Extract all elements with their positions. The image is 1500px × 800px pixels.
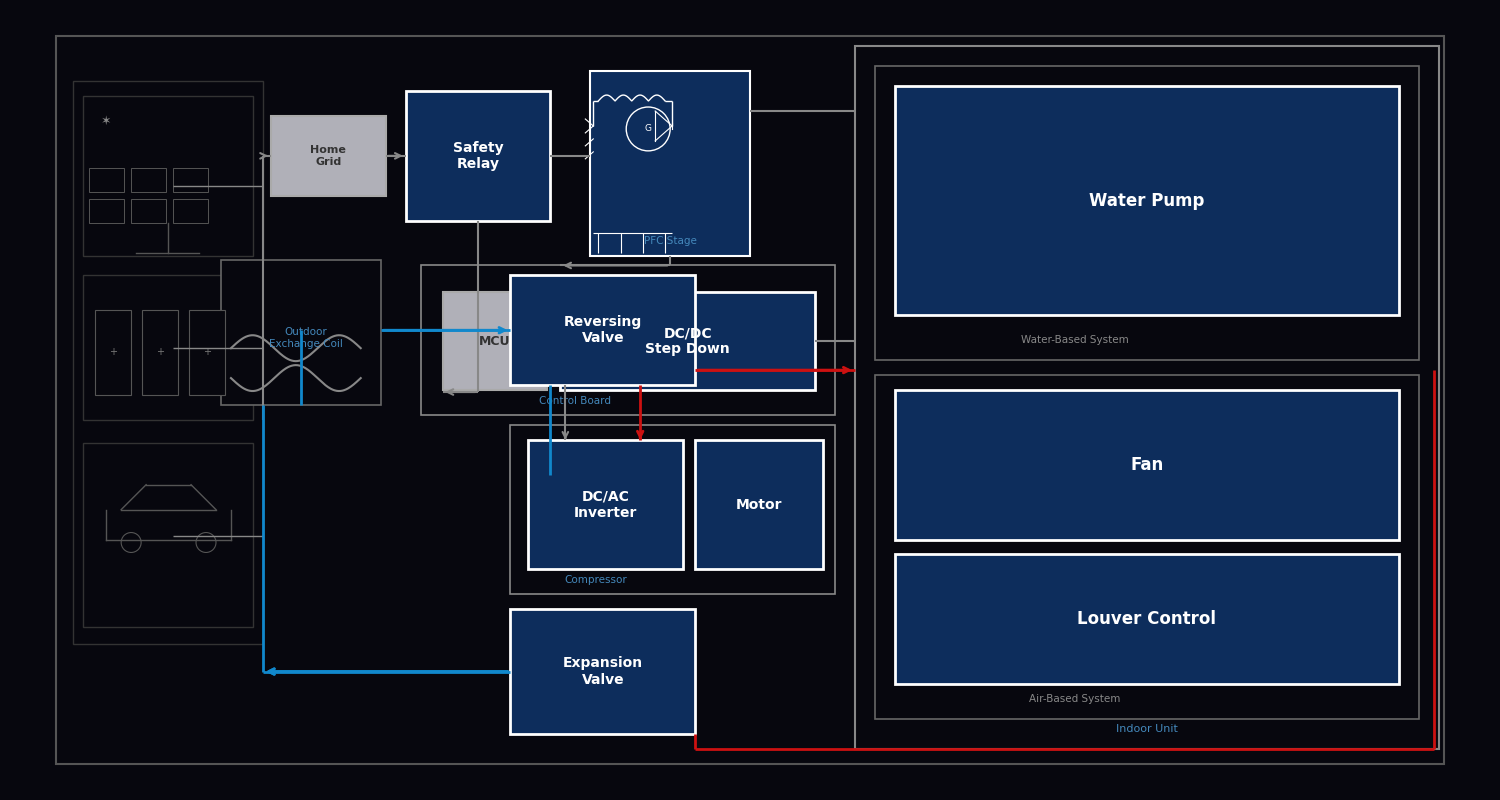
Bar <box>88 168 125 192</box>
Bar <box>405 91 550 221</box>
Bar <box>189 310 225 395</box>
Bar <box>172 168 208 192</box>
Bar <box>172 198 208 222</box>
Text: Safety
Relay: Safety Relay <box>453 141 504 171</box>
Text: +: + <box>202 347 211 357</box>
Bar <box>88 198 125 222</box>
Text: Motor: Motor <box>735 498 782 512</box>
Text: Louver Control: Louver Control <box>1077 610 1216 628</box>
Text: Air-Based System: Air-Based System <box>1029 694 1120 704</box>
Bar <box>561 292 814 390</box>
Bar <box>694 440 824 570</box>
Bar <box>591 71 750 255</box>
Bar <box>420 266 836 415</box>
Bar <box>130 198 166 222</box>
Text: G: G <box>645 125 651 134</box>
Text: Water-Based System: Water-Based System <box>1020 335 1128 346</box>
Bar <box>130 168 166 192</box>
Text: Control Board: Control Board <box>540 396 612 406</box>
Bar <box>82 96 254 255</box>
Bar <box>894 554 1400 684</box>
Bar <box>442 292 548 390</box>
Bar <box>510 275 694 385</box>
Bar <box>894 390 1400 539</box>
Bar <box>94 310 130 395</box>
Bar <box>510 610 694 734</box>
Text: Water Pump: Water Pump <box>1089 192 1204 210</box>
Text: +: + <box>156 347 164 357</box>
Bar <box>894 86 1400 315</box>
Bar <box>82 443 254 627</box>
Text: Outdoor
Exchange Coil: Outdoor Exchange Coil <box>268 327 344 349</box>
Text: MCU: MCU <box>478 334 510 348</box>
Bar <box>74 81 262 644</box>
Bar <box>855 46 1438 749</box>
Text: DC/AC
Inverter: DC/AC Inverter <box>574 490 638 520</box>
Bar <box>82 275 254 420</box>
Text: +: + <box>110 347 117 357</box>
Bar <box>142 310 178 395</box>
Text: Home
Grid: Home Grid <box>310 145 346 166</box>
Text: ✶: ✶ <box>100 114 111 127</box>
Text: DC/DC
Step Down: DC/DC Step Down <box>645 326 730 356</box>
Text: Fan: Fan <box>1130 456 1164 474</box>
Bar <box>528 440 682 570</box>
Text: Compressor: Compressor <box>564 575 627 586</box>
Text: Reversing
Valve: Reversing Valve <box>564 315 642 346</box>
Bar <box>874 375 1419 719</box>
Text: Indoor Unit: Indoor Unit <box>1116 724 1178 734</box>
Bar <box>874 66 1419 360</box>
Text: PFC Stage: PFC Stage <box>644 235 696 246</box>
Text: Expansion
Valve: Expansion Valve <box>562 657 644 686</box>
Bar <box>272 116 386 196</box>
Bar <box>220 261 381 405</box>
Bar <box>510 425 836 594</box>
